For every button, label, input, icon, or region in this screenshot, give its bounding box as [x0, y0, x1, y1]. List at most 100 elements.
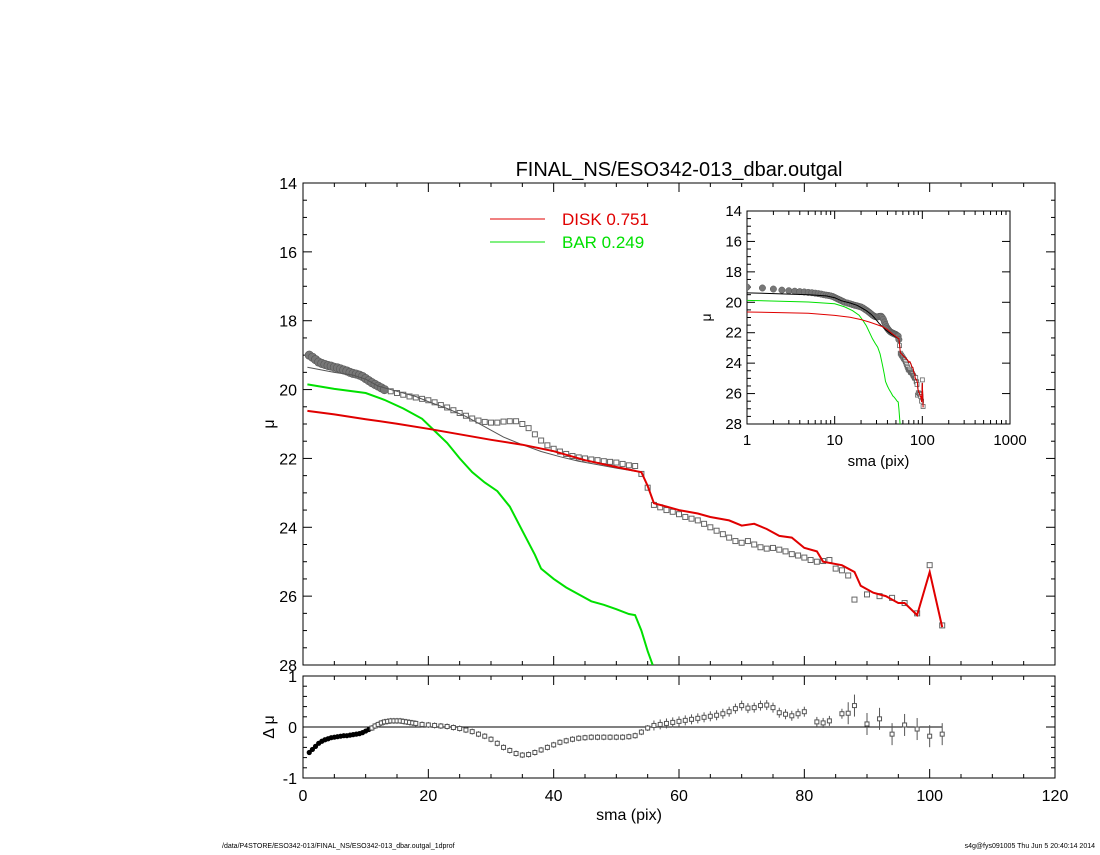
residual-point: [770, 705, 776, 711]
residual-point: [764, 702, 770, 708]
inset-data-point: [758, 284, 766, 292]
residual-point: [551, 742, 557, 748]
data-point: [713, 527, 720, 534]
residual-point: [839, 711, 845, 717]
inset-data-point: [769, 285, 777, 293]
data-point: [719, 531, 726, 538]
residual-point: [613, 734, 619, 740]
residual-point: [651, 722, 657, 728]
residual-point: [438, 723, 444, 729]
residual-point: [569, 736, 575, 742]
data-point: [500, 418, 507, 425]
residual-point: [851, 703, 857, 709]
footer-timestamp: s4g@fys091005 Thu Jun 5 20:40:14 2014: [965, 843, 1095, 850]
residual-point: [544, 744, 550, 750]
residual-point: [801, 709, 807, 715]
main-y-tick-label: 28: [279, 658, 297, 675]
data-point: [776, 546, 783, 553]
data-point: [607, 458, 614, 465]
residual-point: [632, 733, 638, 739]
data-point: [744, 538, 751, 545]
inset-data-point: [747, 283, 751, 291]
residual-point: [526, 752, 532, 758]
footer-file-path: /data/P4STORE/ESO342-013/FINAL_NS/ESO342…: [222, 843, 455, 850]
residual-point: [826, 718, 832, 724]
residual-point: [450, 725, 456, 731]
inset-plot-panel: 1 10 100 1000 14 16 18 20 22 24 26 28 μ sma (pix): [698, 203, 1027, 470]
residual-x-tick-label: 40: [545, 788, 563, 805]
residual-x-tick-label: 120: [1042, 788, 1069, 805]
series-bar-line: [307, 383, 654, 665]
inset-x-tick-label: 10: [826, 432, 843, 449]
residual-point: [676, 718, 682, 724]
residual-point: [845, 710, 851, 716]
data-point: [813, 558, 820, 565]
data-point: [669, 508, 676, 515]
main-y-tick-label: 26: [279, 589, 297, 606]
residual-point: [776, 710, 782, 716]
data-point: [676, 511, 682, 518]
data-point: [838, 567, 845, 574]
residual-y-tick-label: 1: [288, 669, 297, 686]
data-point: [807, 556, 814, 563]
residual-point: [507, 747, 513, 753]
data-point: [613, 459, 620, 466]
residual-x-tick-label: 100: [916, 788, 943, 805]
data-point: [845, 572, 852, 579]
residual-point: [707, 713, 713, 719]
residual-point: [720, 711, 726, 717]
data-point: [632, 463, 639, 470]
data-point: [763, 545, 770, 552]
data-point: [481, 418, 488, 425]
residual-point: [557, 739, 563, 745]
residual-point: [607, 734, 613, 740]
legend-label-bar: BAR 0.249: [562, 233, 644, 252]
legend-label-disk: DISK 0.751: [562, 210, 649, 229]
data-point: [694, 517, 701, 524]
data-point: [738, 539, 745, 546]
residual-x-tick-label: 20: [419, 788, 437, 805]
residual-x-axis-label: sma (pix): [596, 807, 662, 824]
residual-point: [601, 734, 607, 740]
residual-x-tick-label: 0: [299, 788, 308, 805]
residual-point: [425, 722, 431, 728]
inset-x-tick-label: 1: [743, 432, 751, 449]
data-point: [431, 399, 438, 406]
inset-y-tick-label: 18: [725, 264, 742, 281]
data-point: [864, 591, 870, 598]
inset-series-bar-line: [747, 299, 901, 424]
residual-point: [475, 731, 481, 737]
main-y-tick-label: 14: [279, 176, 297, 193]
main-y-tick-label: 20: [279, 383, 297, 400]
main-y-tick-label: 18: [279, 314, 297, 331]
residual-point: [695, 715, 701, 721]
residual-point: [532, 750, 538, 755]
inset-data-point: [919, 377, 925, 383]
residual-point: [927, 733, 933, 739]
residual-point: [482, 733, 488, 739]
data-point: [544, 442, 551, 449]
data-point: [788, 551, 795, 558]
residual-point: [595, 734, 601, 740]
inset-y-tick-label: 26: [725, 386, 742, 403]
residual-y-tick-label: 0: [288, 720, 297, 737]
residual-point: [419, 721, 425, 727]
residual-point: [638, 729, 644, 735]
main-plot-panel: FINAL_NS/ESO342-013_dbar.outgal 14 16 18 20 2…: [261, 159, 1056, 675]
data-point: [506, 418, 513, 425]
data-point: [701, 520, 708, 527]
inset-y-tick-label: 22: [725, 325, 742, 342]
inset-y-tick-label: 14: [725, 203, 742, 220]
residual-point: [902, 722, 908, 728]
residual-point: [757, 703, 763, 709]
data-point: [406, 393, 413, 400]
residual-point: [714, 712, 720, 718]
data-point: [926, 562, 933, 569]
residual-point: [751, 705, 757, 711]
data-point: [782, 548, 789, 555]
residual-point: [939, 731, 945, 737]
main-chart-title: FINAL_NS/ESO342-013_dbar.outgal: [516, 159, 843, 181]
residual-point: [519, 752, 525, 758]
data-point: [625, 462, 632, 469]
